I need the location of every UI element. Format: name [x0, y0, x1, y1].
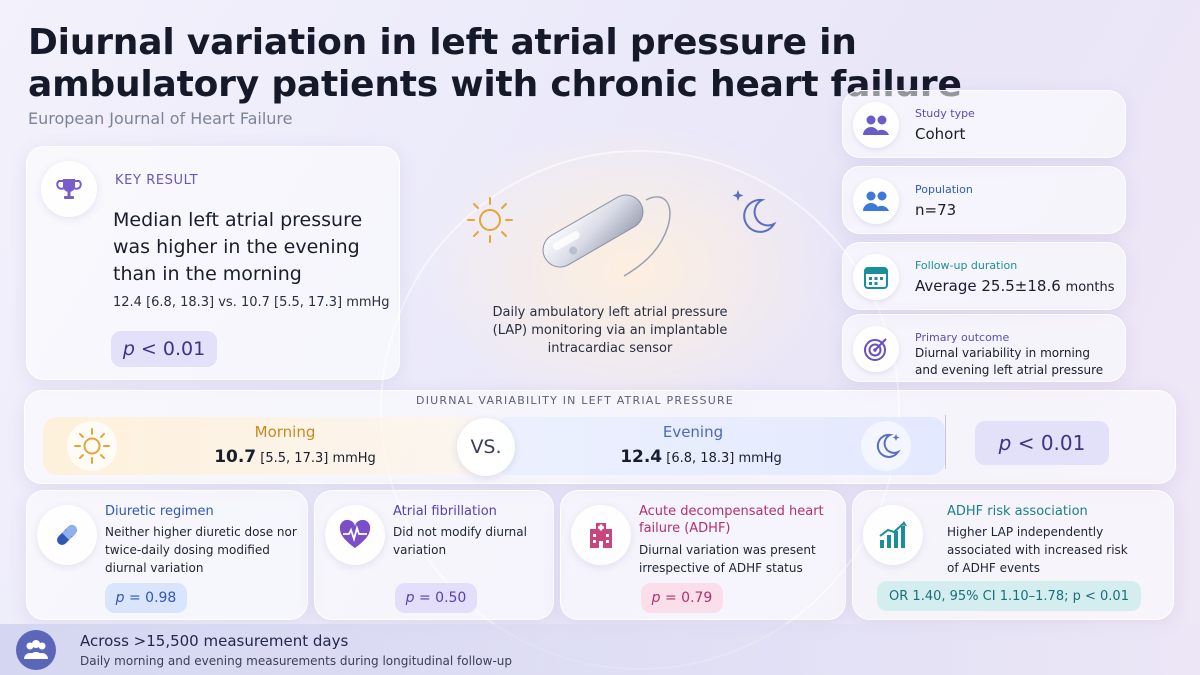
key-result-detail: 12.4 [6.8, 18.3] vs. 10.7 [5.5, 17.3] mm…: [113, 295, 390, 310]
follow-up-card: Follow-up duration Average 25.5±18.6 mon…: [842, 242, 1126, 310]
stat-label: Study type: [915, 107, 975, 120]
finding-card-atrial-fibrillation: Atrial fibrillation Did not modify diurn…: [314, 490, 554, 620]
finding-p-value: p = 0.79: [641, 583, 723, 613]
finding-body: Neither higher diuretic dose nor twice-d…: [105, 525, 297, 575]
hospital-icon: [571, 505, 631, 565]
sun-icon: [464, 194, 516, 250]
calendar-icon: [853, 254, 899, 300]
pill-icon: [37, 505, 97, 565]
p-label: p: [998, 431, 1012, 455]
vs-badge: VS.: [457, 418, 515, 476]
morning-band: [43, 417, 497, 475]
morning-label: Morning: [254, 423, 316, 441]
footer-headline: Across >15,500 measurement days: [80, 632, 349, 650]
moon-icon: [724, 184, 784, 248]
diurnal-variability-panel: DIURNAL VARIABILITY IN LEFT ATRIAL PRESS…: [24, 390, 1176, 484]
morning-range: [5.5, 17.3]: [260, 451, 329, 466]
stat-value-number: 25.5±18.6: [981, 277, 1061, 295]
people-icon: [853, 102, 899, 148]
p-value-text: = 0.98: [128, 590, 177, 606]
footer-detail: Daily morning and evening measurements d…: [80, 654, 512, 668]
evening-median: 12.4: [620, 447, 663, 467]
evening-range: [6.8, 18.3]: [666, 451, 735, 466]
stat-label: Follow-up duration: [915, 259, 1018, 272]
finding-card-adhf-risk: ADHF risk association Higher LAP indepen…: [852, 490, 1174, 620]
population-card: Population n=73: [842, 166, 1126, 234]
evening-label: Evening: [662, 423, 724, 441]
stat-value: Cohort: [915, 125, 966, 143]
finding-title: Acute decompensated heart failure (ADHF): [639, 504, 824, 536]
evening-value: 12.4 [6.8, 18.3] mmHg: [591, 447, 811, 467]
key-result-card: KEY RESULT Median left atrial pressure w…: [26, 146, 400, 380]
morning-median: 10.7: [214, 447, 257, 467]
moon-icon: [861, 421, 911, 471]
finding-title: Atrial fibrillation: [393, 504, 497, 519]
finding-body: Did not modify diurnal variation: [393, 525, 527, 557]
finding-body: Higher LAP independently associated with…: [947, 525, 1128, 575]
finding-p-value: p = 0.98: [105, 583, 187, 613]
diurnal-p-value: p < 0.01: [975, 421, 1109, 465]
study-type-card: Study type Cohort: [842, 90, 1126, 158]
stat-label: Primary outcome: [915, 331, 1010, 344]
primary-outcome-card: Primary outcome Diurnal variability in m…: [842, 314, 1126, 382]
p-label: p: [651, 590, 661, 606]
stat-value: Average 25.5±18.6 months: [915, 277, 1115, 295]
p-label: p: [122, 338, 135, 360]
trophy-icon: [41, 161, 97, 217]
group-icon: [16, 630, 56, 670]
sun-icon: [67, 421, 117, 471]
key-result-headline: Median left atrial pressure was higher i…: [113, 209, 363, 285]
p-label: p: [115, 590, 125, 606]
stat-label: Population: [915, 183, 973, 196]
finding-body: Diurnal variation was present irrespecti…: [639, 543, 816, 575]
finding-card-adhf: Acute decompensated heart failure (ADHF)…: [560, 490, 846, 620]
stat-value-unit: months: [1065, 280, 1115, 295]
device-caption: Daily ambulatory left atrial pressure (L…: [492, 305, 728, 356]
journal-name: European Journal of Heart Failure: [28, 109, 293, 128]
finding-p-value: p = 0.50: [395, 583, 477, 613]
implantable-sensor-illustration: [528, 176, 678, 286]
group-icon: [853, 178, 899, 224]
p-value-text: = 0.50: [418, 590, 467, 606]
divider: [945, 415, 946, 469]
panel-heading: DIURNAL VARIABILITY IN LEFT ATRIAL PRESS…: [416, 394, 734, 407]
key-result-label: KEY RESULT: [115, 173, 199, 188]
morning-value: 10.7 [5.5, 17.3] mmHg: [185, 447, 405, 467]
morning-unit: mmHg: [332, 451, 376, 466]
trend-up-icon: [863, 505, 923, 565]
evening-unit: mmHg: [738, 451, 782, 466]
target-icon: [853, 326, 899, 372]
p-value-text: < 0.01: [1017, 431, 1086, 455]
page-title: Diurnal variation in left atrial pressur…: [28, 22, 962, 105]
finding-card-diuretic: Diuretic regimen Neither higher diuretic…: [26, 490, 308, 620]
finding-title: Diuretic regimen: [105, 504, 214, 519]
heart-pulse-icon: [325, 505, 385, 565]
p-label: p: [405, 590, 415, 606]
stat-value-prefix: Average: [915, 277, 977, 295]
p-value-text: < 0.01: [140, 338, 206, 360]
stat-value: Diurnal variability in morning and eveni…: [915, 346, 1104, 377]
key-result-p-value: p < 0.01: [111, 331, 217, 367]
footer-banner: Across >15,500 measurement days Daily mo…: [0, 624, 1200, 675]
p-value-text: = 0.79: [664, 590, 713, 606]
stat-value: n=73: [915, 201, 957, 219]
finding-statistic: OR 1.40, 95% CI 1.10–1.78; p < 0.01: [877, 581, 1141, 611]
finding-title: ADHF risk association: [947, 504, 1088, 519]
